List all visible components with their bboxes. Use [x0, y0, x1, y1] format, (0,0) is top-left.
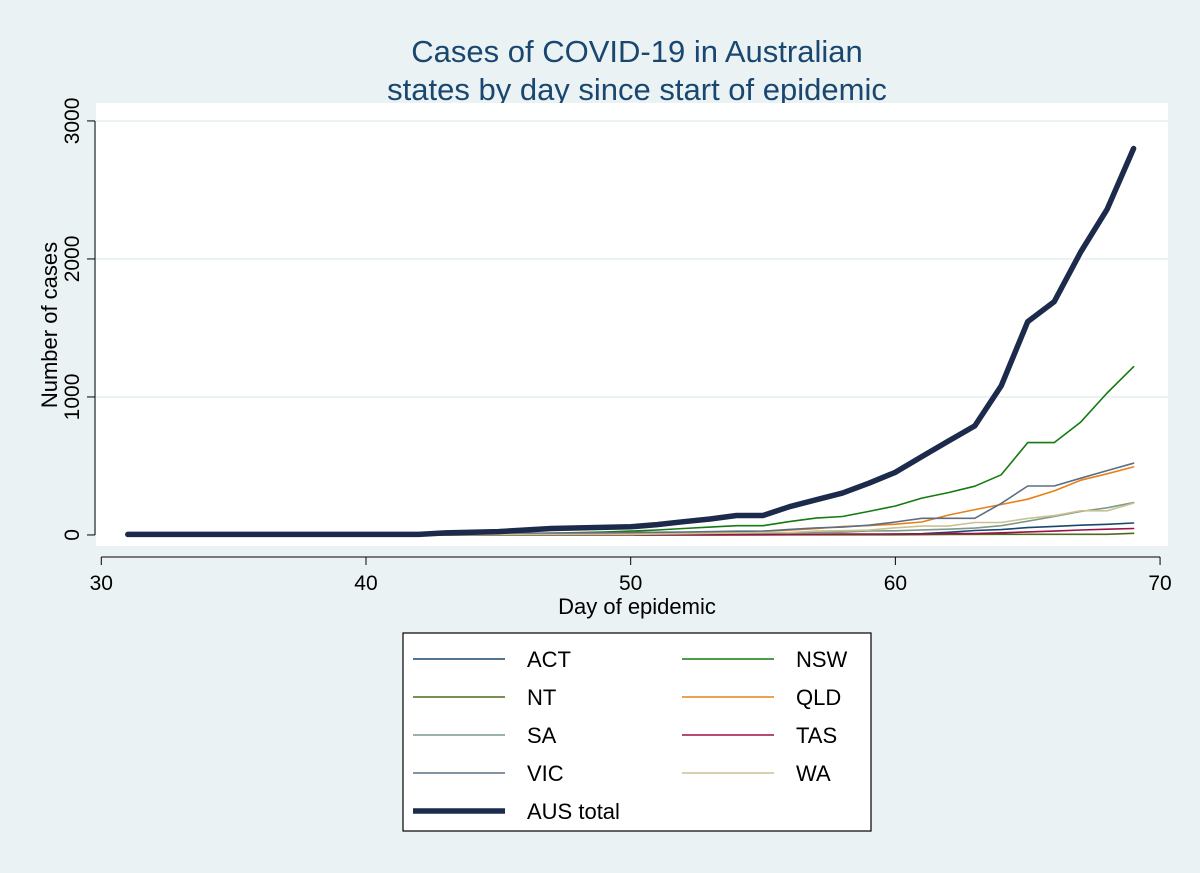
- legend-label-tas: TAS: [796, 723, 837, 748]
- legend-label-sa: SA: [527, 723, 557, 748]
- legend-label-vic: VIC: [527, 761, 564, 786]
- x-tick-label-50: 50: [619, 572, 642, 595]
- legend: ACT NSW NT QLD SA TAS VIC WA AUS total: [413, 647, 848, 824]
- legend-label-nsw: NSW: [796, 647, 848, 672]
- legend-box: [402, 632, 872, 832]
- chart-title-line-2: states by day since start of epidemic: [387, 72, 887, 107]
- legend-label-aus-total: AUS total: [527, 799, 620, 824]
- x-tick-label-40: 40: [354, 572, 377, 595]
- legend-label-nt: NT: [527, 685, 556, 710]
- axes: 30 40 50 60 70 0 1000 2000 3000: [61, 98, 1172, 595]
- chart-title-line-1: Cases of COVID-19 in Australian: [411, 34, 862, 69]
- legend-label-wa: WA: [796, 761, 831, 786]
- series-line-tas: [127, 527, 1135, 536]
- legend-label-act: ACT: [527, 647, 571, 672]
- y-tick-label-1000: 1000: [61, 374, 84, 421]
- x-tick-label-30: 30: [90, 572, 113, 595]
- x-tick-label-70: 70: [1148, 572, 1171, 595]
- x-axis-title: Day of epidemic: [558, 594, 716, 619]
- gridlines: [96, 119, 1168, 398]
- x-tick-label-60: 60: [884, 572, 907, 595]
- legend-label-qld: QLD: [796, 685, 841, 710]
- series-line-vic: [127, 462, 1135, 536]
- series-lines: [125, 145, 1137, 538]
- series-line-wa: [127, 502, 1135, 536]
- y-tick-label-3000: 3000: [61, 98, 84, 145]
- series-line-aus-total: [125, 145, 1137, 538]
- y-axis-title: Number of cases: [37, 242, 62, 408]
- plot-area: [96, 103, 1168, 546]
- y-tick-label-2000: 2000: [61, 236, 84, 283]
- y-tick-label-0: 0: [61, 529, 84, 541]
